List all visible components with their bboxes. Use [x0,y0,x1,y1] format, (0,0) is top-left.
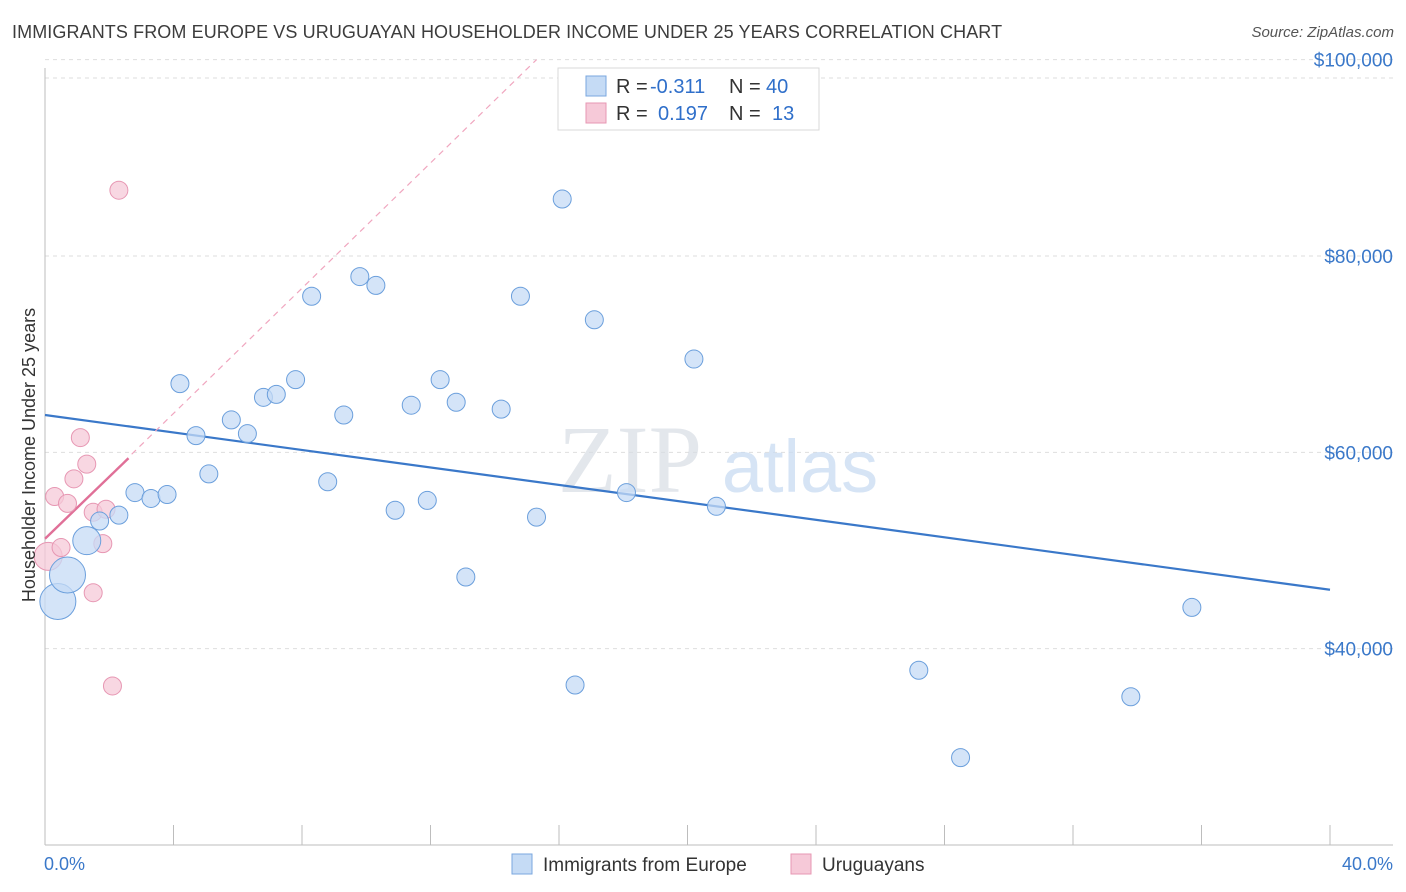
correlation-legend: R = -0.311 N = 40 R = 0.197 N = 13 [557,67,820,131]
point-europe [318,472,338,492]
grid-lines [45,59,1393,650]
point-uruguayans [102,676,122,696]
point-europe [366,275,386,295]
legend-r-value-2: 0.197 [658,103,708,125]
y-tick-label: $60,000 [1324,443,1393,464]
point-europe [1121,687,1141,707]
point-europe [565,675,585,695]
point-europe [286,370,306,390]
source-credit: Source: ZipAtlas.com [1251,24,1394,41]
legend-n-value-2: 13 [772,103,794,125]
point-europe [491,399,511,419]
bottom-swatch-uruguayans [790,853,812,875]
point-europe [199,464,219,484]
y-axis-label: Householder Income Under 25 years [19,308,39,602]
point-europe [1182,597,1202,617]
point-uruguayans [77,454,97,474]
point-europe [186,426,206,446]
point-europe [684,349,704,369]
point-europe [951,748,971,768]
point-europe [706,496,726,516]
watermark: ZIP atlas [558,406,878,513]
axes [44,68,1393,846]
legend-n-label-1: N = [729,76,761,98]
point-europe [157,485,177,505]
point-europe [350,267,370,287]
point-uruguayans [51,538,71,558]
point-europe [141,488,161,508]
legend-r-label-2: R = [616,103,648,125]
watermark-atlas: atlas [722,425,878,508]
point-europe [302,286,322,306]
x-tick-label-max: 40.0% [1342,854,1393,874]
point-europe [552,189,572,209]
point-europe [446,392,466,412]
bottom-label-uruguayans: Uruguayans [822,855,924,876]
x-tick-label-min: 0.0% [44,854,85,874]
point-uruguayans [83,583,103,603]
legend-swatch-uruguayans [585,102,607,124]
point-europe [430,370,450,390]
point-europe [385,500,405,520]
point-europe [125,483,145,503]
bottom-label-europe: Immigrants from Europe [543,855,747,876]
point-europe [456,567,476,587]
point-europe [527,507,547,527]
point-uruguayans [57,493,77,513]
point-europe [909,660,929,680]
point-europe [170,374,190,394]
data-points [33,180,1202,768]
y-tick-labels: $40,000 $60,000 $80,000 $100,000 [1314,51,1393,661]
x-tick-labels: 0.0% 40.0% [44,854,1393,874]
chart-title: IMMIGRANTS FROM EUROPE VS URUGUAYAN HOUS… [12,22,1003,42]
point-europe [510,286,530,306]
point-europe [72,526,102,556]
legend-r-label-1: R = [616,76,648,98]
point-europe [401,395,421,415]
point-europe [584,310,604,330]
trend-line-europe [44,413,1331,591]
point-europe [266,384,286,404]
point-europe [109,505,129,525]
legend-n-label-2: N = [729,103,761,125]
y-tick-label: $80,000 [1324,247,1393,268]
series-legend: Immigrants from Europe Uruguayans [511,853,924,876]
trend-line-uruguayans [44,457,130,540]
legend-n-value-1: 40 [766,76,788,98]
legend-r-value-1: -0.311 [650,76,705,98]
point-europe [221,410,241,430]
point-uruguayans [70,428,90,448]
y-tick-label: $40,000 [1324,640,1393,661]
point-europe [48,556,86,594]
bottom-swatch-europe [511,853,533,875]
legend-swatch-europe [585,75,607,97]
y-tick-label: $100,000 [1314,51,1393,72]
point-europe [237,424,257,444]
trend-lines [44,59,1331,591]
point-europe [616,483,636,503]
point-europe [90,511,110,531]
point-uruguayans [109,180,129,200]
point-europe [417,490,437,510]
point-europe [334,405,354,425]
point-uruguayans [64,469,84,489]
